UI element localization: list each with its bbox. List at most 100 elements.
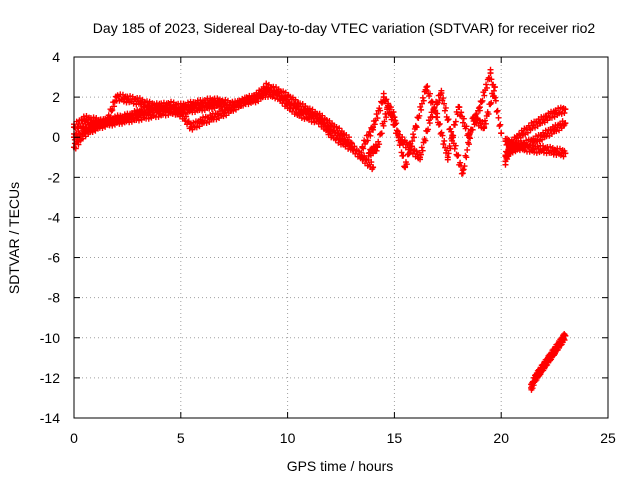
y-tick-label: -6	[48, 250, 61, 266]
data-point	[519, 144, 526, 151]
data-point	[536, 368, 543, 375]
data-marker-path	[71, 80, 355, 148]
data-point	[412, 124, 419, 131]
data-point	[135, 98, 142, 105]
data-point	[81, 116, 88, 123]
data-points	[71, 66, 569, 393]
data-point	[338, 130, 344, 137]
data-point	[327, 122, 334, 129]
data-point	[305, 108, 312, 115]
data-marker-path	[359, 66, 505, 170]
data-point	[528, 384, 535, 391]
data-point	[466, 134, 473, 141]
x-tick-label: 10	[280, 430, 296, 446]
data-point	[540, 116, 547, 123]
data-point	[427, 114, 434, 121]
x-tick-label: 20	[493, 430, 509, 446]
chart-title: Day 185 of 2023, Sidereal Day-to-day VTE…	[93, 20, 596, 36]
data-point	[444, 154, 451, 161]
data-point	[384, 104, 391, 111]
data-point	[487, 70, 494, 77]
data-point	[562, 332, 569, 339]
data-point	[359, 144, 366, 151]
data-point	[502, 158, 509, 165]
data-point	[449, 134, 456, 141]
data-point	[530, 122, 537, 129]
data-point	[508, 142, 515, 149]
data-point	[549, 350, 556, 357]
data-point	[220, 100, 227, 107]
data-point	[177, 104, 184, 111]
data-point	[438, 90, 445, 97]
data-point	[562, 120, 569, 127]
series-upper-track	[71, 80, 355, 148]
data-point	[370, 124, 377, 131]
data-point	[395, 134, 402, 141]
data-point	[459, 170, 466, 177]
data-point	[553, 344, 560, 351]
data-point	[519, 130, 526, 137]
series-middle-track	[71, 95, 227, 143]
data-point	[455, 104, 462, 111]
data-point	[92, 122, 99, 129]
data-point	[113, 116, 120, 123]
data-point	[156, 104, 163, 111]
data-point	[470, 114, 477, 121]
data-point	[365, 150, 372, 157]
data-point	[348, 140, 355, 147]
y-tick-label: 4	[52, 49, 60, 65]
data-point	[374, 144, 381, 151]
data-point	[316, 114, 323, 121]
data-point	[359, 154, 366, 161]
data-point	[263, 84, 270, 91]
series-late-lower-track	[502, 135, 569, 160]
data-point	[562, 106, 569, 113]
data-point	[551, 110, 558, 117]
data-point	[370, 164, 377, 171]
data-point	[199, 100, 206, 107]
x-tick-label: 0	[70, 430, 78, 446]
data-point	[558, 338, 565, 345]
y-tick-label: -12	[40, 370, 60, 386]
data-point	[295, 102, 302, 109]
y-axis-label: SDTVAR / TECUs	[6, 182, 22, 294]
data-point	[551, 126, 558, 133]
data-point	[220, 110, 227, 117]
data-point	[124, 96, 131, 103]
series-evening-oscillation	[359, 66, 505, 171]
data-point	[476, 104, 483, 111]
data-point	[380, 94, 387, 101]
data-point	[231, 104, 238, 111]
data-point	[481, 124, 488, 131]
data-point	[273, 88, 280, 95]
y-tick-label: 0	[52, 129, 60, 145]
data-point	[209, 98, 216, 105]
data-point	[199, 118, 206, 125]
data-point	[145, 106, 152, 113]
y-tick-label: -10	[40, 330, 60, 346]
x-tick-label: 15	[387, 430, 403, 446]
data-point	[540, 146, 547, 153]
data-point	[532, 374, 539, 381]
axis-ticks: 0 5 10 15 20 25 -14 -12 -10 -8 -6 -4 -2 0 2 4	[40, 49, 616, 446]
data-point	[502, 152, 509, 159]
plot-frame	[73, 56, 609, 419]
data-point	[241, 98, 248, 105]
series-isolated-descending-arc	[528, 330, 569, 393]
data-point	[284, 102, 291, 109]
data-point	[491, 84, 498, 91]
data-point	[188, 124, 195, 131]
data-point	[295, 110, 302, 117]
data-point	[113, 94, 120, 101]
series-late-middle-track	[502, 118, 569, 161]
x-axis-label: GPS time / hours	[287, 458, 394, 474]
data-point	[402, 164, 409, 171]
data-point	[177, 110, 184, 117]
x-tick-label: 25	[600, 430, 616, 446]
data-point	[545, 356, 552, 363]
data-point	[417, 154, 424, 161]
data-point	[284, 94, 291, 101]
data-point	[188, 102, 195, 109]
data-point	[135, 110, 142, 117]
